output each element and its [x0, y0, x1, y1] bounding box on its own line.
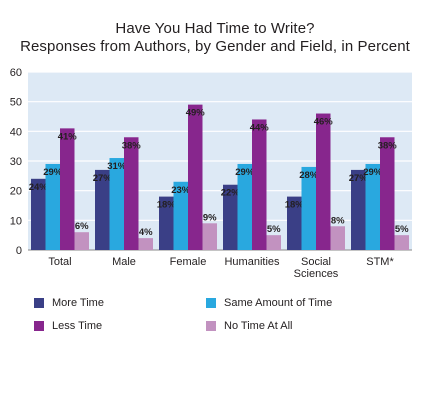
bar — [45, 163, 60, 250]
y-tick-label: 20 — [10, 186, 22, 198]
data-label: 18% — [285, 200, 305, 211]
legend-swatch — [34, 321, 44, 331]
data-label: 6% — [75, 221, 89, 232]
data-label: 27% — [349, 173, 369, 184]
bar — [287, 196, 302, 250]
legend-label: Less Time — [52, 320, 103, 332]
data-label: 24% — [29, 182, 49, 193]
legend-swatch — [206, 321, 216, 331]
bar — [316, 113, 331, 251]
data-label: 5% — [267, 224, 281, 235]
bar — [237, 163, 252, 250]
bar — [188, 104, 203, 250]
bar — [252, 119, 267, 250]
legend-item: Less Time — [34, 320, 102, 332]
bar — [351, 169, 366, 250]
data-label: 49% — [186, 108, 206, 119]
bar — [74, 232, 89, 250]
category-label: Female — [170, 256, 207, 268]
data-label: 38% — [122, 140, 142, 151]
bar — [330, 226, 345, 250]
category-label: STM* — [366, 256, 394, 268]
legend-swatch — [206, 298, 216, 308]
y-tick-label: 10 — [10, 215, 22, 227]
bar — [266, 235, 281, 250]
bar — [394, 235, 409, 250]
bar — [173, 181, 188, 250]
bar — [138, 238, 153, 250]
bar — [202, 223, 217, 250]
data-label: 41% — [58, 131, 78, 142]
y-tick-label: 40 — [10, 126, 22, 138]
data-label: 22% — [221, 188, 241, 199]
data-label: 27% — [93, 173, 113, 184]
legend-item: Same Amount of Time — [206, 297, 332, 309]
bar — [109, 158, 124, 250]
y-tick-label: 30 — [10, 156, 22, 168]
data-label: 23% — [171, 185, 191, 196]
chart-title: Have You Had Time to Write? — [115, 20, 315, 37]
bar — [31, 178, 46, 250]
category-label: Total — [48, 256, 71, 268]
data-label: 31% — [107, 161, 127, 172]
legend-label: More Time — [52, 297, 104, 309]
data-label: 38% — [378, 140, 398, 151]
data-label: 28% — [299, 170, 319, 181]
chart-subtitle: Responses from Authors, by Gender and Fi… — [20, 38, 410, 55]
y-tick-label: 0 — [16, 245, 22, 257]
legend-label: No Time At All — [224, 320, 293, 332]
legend-item: No Time At All — [206, 320, 292, 332]
category-label: Humanities — [224, 256, 280, 268]
bar — [223, 184, 238, 250]
data-label: 4% — [139, 227, 153, 238]
data-label: 44% — [250, 122, 270, 133]
bar — [60, 128, 75, 250]
y-tick-label: 50 — [10, 97, 22, 109]
legend-item: More Time — [34, 297, 104, 309]
legend-label: Same Amount of Time — [224, 297, 333, 309]
bar — [365, 163, 380, 250]
data-label: 18% — [157, 200, 177, 211]
data-label: 9% — [203, 212, 217, 223]
data-label: 29% — [363, 167, 383, 178]
category-label: Social — [301, 256, 331, 268]
bar — [159, 196, 174, 250]
bar — [380, 137, 395, 250]
bar-chart: 010203040506024%29%41%6%Total27%31%38%4%… — [10, 67, 412, 280]
bar — [301, 166, 316, 250]
bar — [124, 137, 139, 250]
data-label: 8% — [331, 215, 345, 226]
data-label: 29% — [43, 167, 63, 178]
data-label: 29% — [235, 167, 255, 178]
data-label: 5% — [395, 224, 409, 235]
data-label: 46% — [314, 117, 334, 128]
bar — [95, 169, 110, 250]
category-label: Sciences — [294, 268, 339, 280]
category-label: Male — [112, 256, 136, 268]
legend-swatch — [34, 298, 44, 308]
y-tick-label: 60 — [10, 67, 22, 79]
